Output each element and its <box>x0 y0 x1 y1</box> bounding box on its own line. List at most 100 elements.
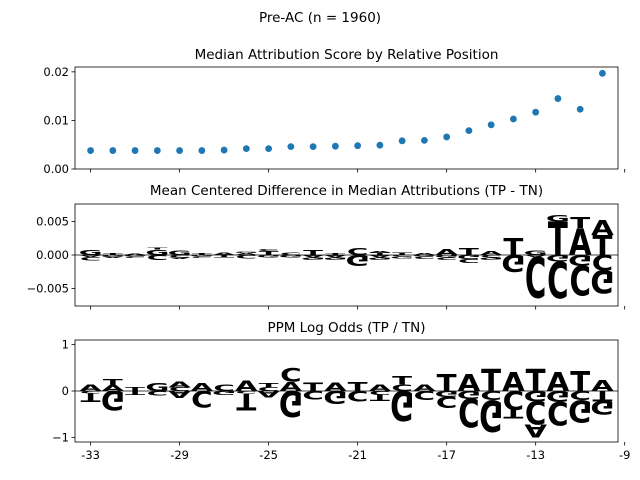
y-tick-label: 0.02 <box>43 65 69 79</box>
logo-letter-t: T <box>392 374 413 387</box>
logo-letter-a: A <box>524 254 547 257</box>
logo-letter-a: A <box>102 384 125 393</box>
scatter-point <box>331 142 339 150</box>
scatter-point <box>532 108 540 116</box>
logo-letter-c: C <box>80 256 101 261</box>
logo-letter-t: T <box>236 388 256 414</box>
logo-letter-t: T <box>81 390 102 403</box>
scatter-point <box>309 143 317 151</box>
logo-letter-a: A <box>324 381 348 394</box>
scatter-point <box>109 147 117 154</box>
logo-letter-g: G <box>279 254 303 258</box>
logo-letter-g: G <box>568 251 592 268</box>
logo-letter-c: C <box>414 388 435 403</box>
logo-letter-v: A <box>257 389 280 399</box>
logo-letter-g: G <box>257 254 281 258</box>
logo-letter-c: C <box>236 390 257 394</box>
logo-letter-t: T <box>259 250 280 257</box>
logo-letter-a: A <box>324 254 348 258</box>
logo-letter-g: G <box>101 384 125 415</box>
x-tick-label: -9 <box>619 448 630 462</box>
scatter-point <box>131 147 139 154</box>
logo-letter-c: C <box>280 364 301 386</box>
logo-letter-a: A <box>168 381 191 390</box>
scatter-point <box>599 69 606 77</box>
logo-letter-a: A <box>79 383 102 393</box>
logo-letter-t: T <box>548 213 568 267</box>
logo-letter-t: T <box>103 252 124 255</box>
logo-letter-g: G <box>212 390 236 396</box>
logo-letter-c: C <box>569 255 590 302</box>
logo-letter-g: G <box>590 262 614 298</box>
logo-letter-a: A <box>502 369 525 398</box>
scatter-point <box>398 137 406 145</box>
logo-letter-c: C <box>191 385 212 411</box>
logo-letter-t: T <box>503 406 524 421</box>
logo-letter-c: C <box>525 243 546 309</box>
logo-letter-c: C <box>391 255 412 257</box>
logo-letter-c: C <box>480 388 501 403</box>
logo-letter-g: G <box>546 213 570 224</box>
panel-1-title: Median Attribution Score by Relative Pos… <box>195 47 499 63</box>
scatter-point <box>220 146 228 154</box>
logo-letter-g: G <box>524 249 548 257</box>
logo-letter-t: T <box>570 215 590 232</box>
logo-letter-c: C <box>147 253 168 262</box>
logo-letter-c: C <box>347 387 368 403</box>
y-tick-label: 0.00 <box>43 162 69 176</box>
scatter-point <box>554 95 562 102</box>
x-tick-label: -33 <box>81 448 100 462</box>
logo-letter-g: G <box>346 251 370 268</box>
logo-letter-g: G <box>79 248 103 257</box>
logo-letter-c: C <box>147 389 168 397</box>
scatter-point <box>465 127 473 135</box>
logo-letter-a: A <box>369 254 393 258</box>
logo-letter-g: G <box>101 255 125 257</box>
scatter-point <box>176 147 183 154</box>
logo-letter-c: C <box>480 254 501 258</box>
panel-median-attribution: Median Attribution Score by Relative Pos… <box>43 47 626 176</box>
logo-letter-a: A <box>168 257 191 259</box>
logo-letter-t: T <box>214 254 235 258</box>
logo-letter-c: C <box>236 254 257 259</box>
logo-letter-g: G <box>323 257 347 261</box>
y-tick-label: 0.005 <box>36 214 69 228</box>
logo-letter-a: A <box>235 379 258 395</box>
logo-letter-c: C <box>347 246 368 258</box>
scatter-point <box>87 147 94 154</box>
logo-letter-t: T <box>348 380 369 395</box>
logo-letter-t: T <box>459 246 479 258</box>
logo-letter-g: G <box>501 249 525 275</box>
scatter-point <box>576 105 584 113</box>
logo-letter-t: T <box>303 248 324 257</box>
logo-letter-t: T <box>392 252 413 256</box>
x-tick-label: -21 <box>348 448 367 462</box>
logo-letter-g: G <box>190 255 214 257</box>
logo-letter-t: T <box>592 230 613 262</box>
logo-letter-c: C <box>191 256 212 258</box>
logo-letter-t: T <box>147 247 168 250</box>
logo-letter-c: C <box>458 258 479 265</box>
logo-letter-t: T <box>526 363 547 399</box>
logo-letter-a: A <box>280 380 303 395</box>
logo-letter-t: T <box>481 363 502 399</box>
scatter-point <box>376 141 384 149</box>
logo-letter-c: C <box>414 255 435 259</box>
y-tick-label: 0.01 <box>43 113 69 127</box>
logo-letter-g: G <box>568 392 592 428</box>
logo-letter-t: T <box>103 378 123 388</box>
logo-letter-g: G <box>524 387 548 403</box>
logo-letter-a: A <box>591 216 614 239</box>
scatter-point <box>242 145 250 153</box>
panel-ppm-log-odds: PPM Log Odds (TP / TN) 1 0 −1 -33 -29 -25 -21 -… <box>52 320 630 462</box>
logo-letter-c: C <box>124 256 145 258</box>
y-tick-label: −0.005 <box>26 282 69 296</box>
logo-letter-g: G <box>145 382 169 394</box>
logo-letter-c: C <box>525 393 546 429</box>
logo-letter-a: A <box>124 253 147 255</box>
scatter-point <box>265 145 273 153</box>
logo-letter-g: G <box>457 254 481 261</box>
figure-suptitle: Pre-AC (n = 1960) <box>259 10 381 26</box>
logo-letter-a: A <box>191 382 214 394</box>
